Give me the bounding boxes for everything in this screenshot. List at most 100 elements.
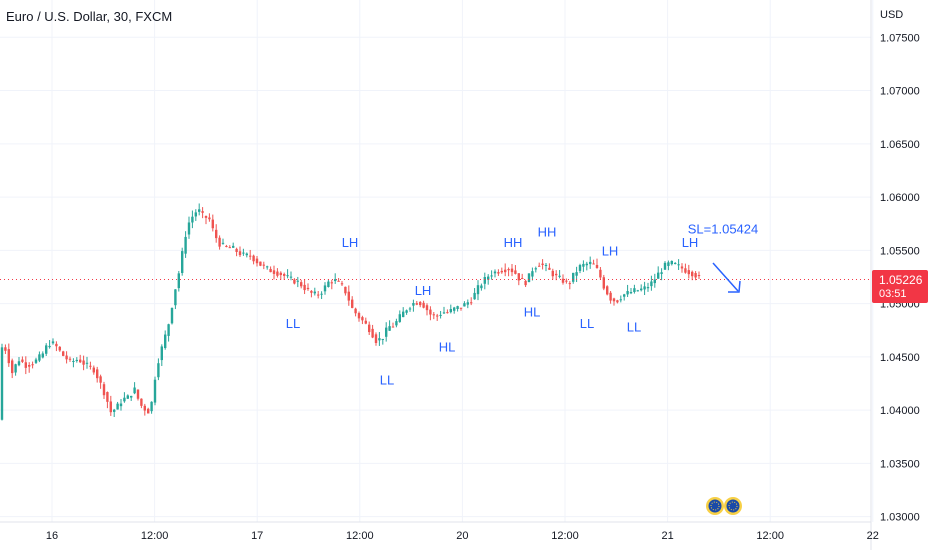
candle-body	[585, 263, 588, 266]
candle-body	[126, 395, 129, 399]
candle	[548, 263, 551, 270]
candle-body	[670, 260, 673, 265]
price-tick-label: 1.03000	[880, 512, 920, 524]
candle-body	[184, 236, 187, 254]
candle-body	[96, 369, 99, 379]
axis-currency-label[interactable]: USD	[880, 9, 904, 21]
event-icons[interactable]	[706, 497, 742, 515]
candle	[334, 273, 337, 284]
time-tick-label: 22	[867, 530, 879, 542]
candle	[429, 306, 432, 321]
candle-body	[470, 302, 473, 304]
candle-body	[480, 285, 483, 289]
candle	[337, 277, 340, 282]
candle	[262, 261, 265, 270]
candle-body	[177, 273, 180, 289]
candle	[0, 343, 4, 421]
candle-body	[561, 278, 565, 283]
candle-body	[266, 266, 269, 268]
candle	[398, 310, 401, 323]
candle-body	[201, 211, 204, 213]
candle	[58, 346, 61, 352]
candle	[361, 315, 364, 325]
time-axis[interactable]: 16 12:00 17 12:00 20 12:00 21 12:00 22	[46, 530, 879, 542]
candle	[677, 259, 680, 270]
candle	[286, 269, 289, 279]
candle-body	[293, 279, 296, 284]
candle	[439, 310, 442, 319]
candle	[320, 291, 323, 300]
candle-body	[296, 280, 299, 282]
candle-body	[17, 361, 21, 366]
economic-event-icon[interactable]	[706, 497, 724, 515]
candle	[17, 356, 21, 367]
candle	[198, 203, 201, 216]
candle-body	[391, 326, 395, 328]
candle	[194, 209, 197, 221]
price-tick-label: 1.03500	[880, 458, 920, 470]
time-tick-label: 16	[46, 530, 58, 542]
candle	[7, 343, 10, 367]
candle-body	[82, 360, 85, 365]
candle-body	[276, 271, 279, 276]
candle-body	[378, 338, 381, 341]
candle	[211, 214, 214, 232]
candle-body	[660, 272, 663, 274]
candle-body	[374, 334, 378, 343]
candle	[82, 355, 85, 371]
candle	[626, 284, 629, 297]
candle-body	[28, 365, 31, 367]
candle	[313, 287, 316, 296]
price-axis[interactable]: 1.030001.035001.040001.045001.050001.055…	[880, 32, 920, 523]
candle-body	[466, 302, 469, 305]
candle	[174, 289, 177, 310]
candle-body	[398, 314, 401, 322]
candle-body	[198, 209, 201, 212]
time-tick-label: 21	[661, 530, 673, 542]
candle	[136, 389, 140, 401]
candle	[184, 231, 187, 258]
candle	[293, 278, 296, 285]
candle	[517, 273, 520, 286]
candle	[572, 272, 575, 284]
candle-body	[429, 309, 432, 315]
candle-body	[415, 303, 418, 305]
candle	[476, 280, 480, 301]
candle-body	[170, 307, 174, 324]
candle-body	[629, 291, 633, 294]
candle-body	[453, 307, 456, 311]
candle-body	[55, 343, 58, 347]
price-tick-label: 1.04500	[880, 352, 920, 364]
candle-body	[565, 280, 568, 282]
candle-body	[473, 292, 476, 300]
candle	[531, 267, 534, 281]
candle	[255, 256, 259, 267]
candle-body	[555, 273, 558, 276]
candle	[490, 270, 493, 280]
candle-body	[218, 237, 221, 247]
candle	[327, 279, 330, 288]
candle	[130, 395, 133, 401]
candle	[694, 271, 697, 281]
candle-body	[340, 283, 344, 285]
candle	[340, 281, 344, 286]
candle	[436, 313, 439, 321]
candle	[289, 271, 293, 281]
candle-body	[252, 255, 255, 262]
candle-body	[599, 269, 602, 278]
candle	[232, 242, 235, 248]
candle	[272, 265, 276, 280]
candle	[62, 350, 65, 357]
candle	[684, 263, 687, 274]
candle-body	[320, 293, 323, 295]
candle	[296, 276, 299, 288]
candle	[565, 278, 568, 284]
economic-event-icon[interactable]	[724, 497, 742, 515]
candle	[514, 265, 517, 275]
candle-body	[51, 341, 55, 344]
candle	[34, 357, 38, 364]
candle	[470, 297, 473, 306]
candle	[153, 376, 157, 406]
